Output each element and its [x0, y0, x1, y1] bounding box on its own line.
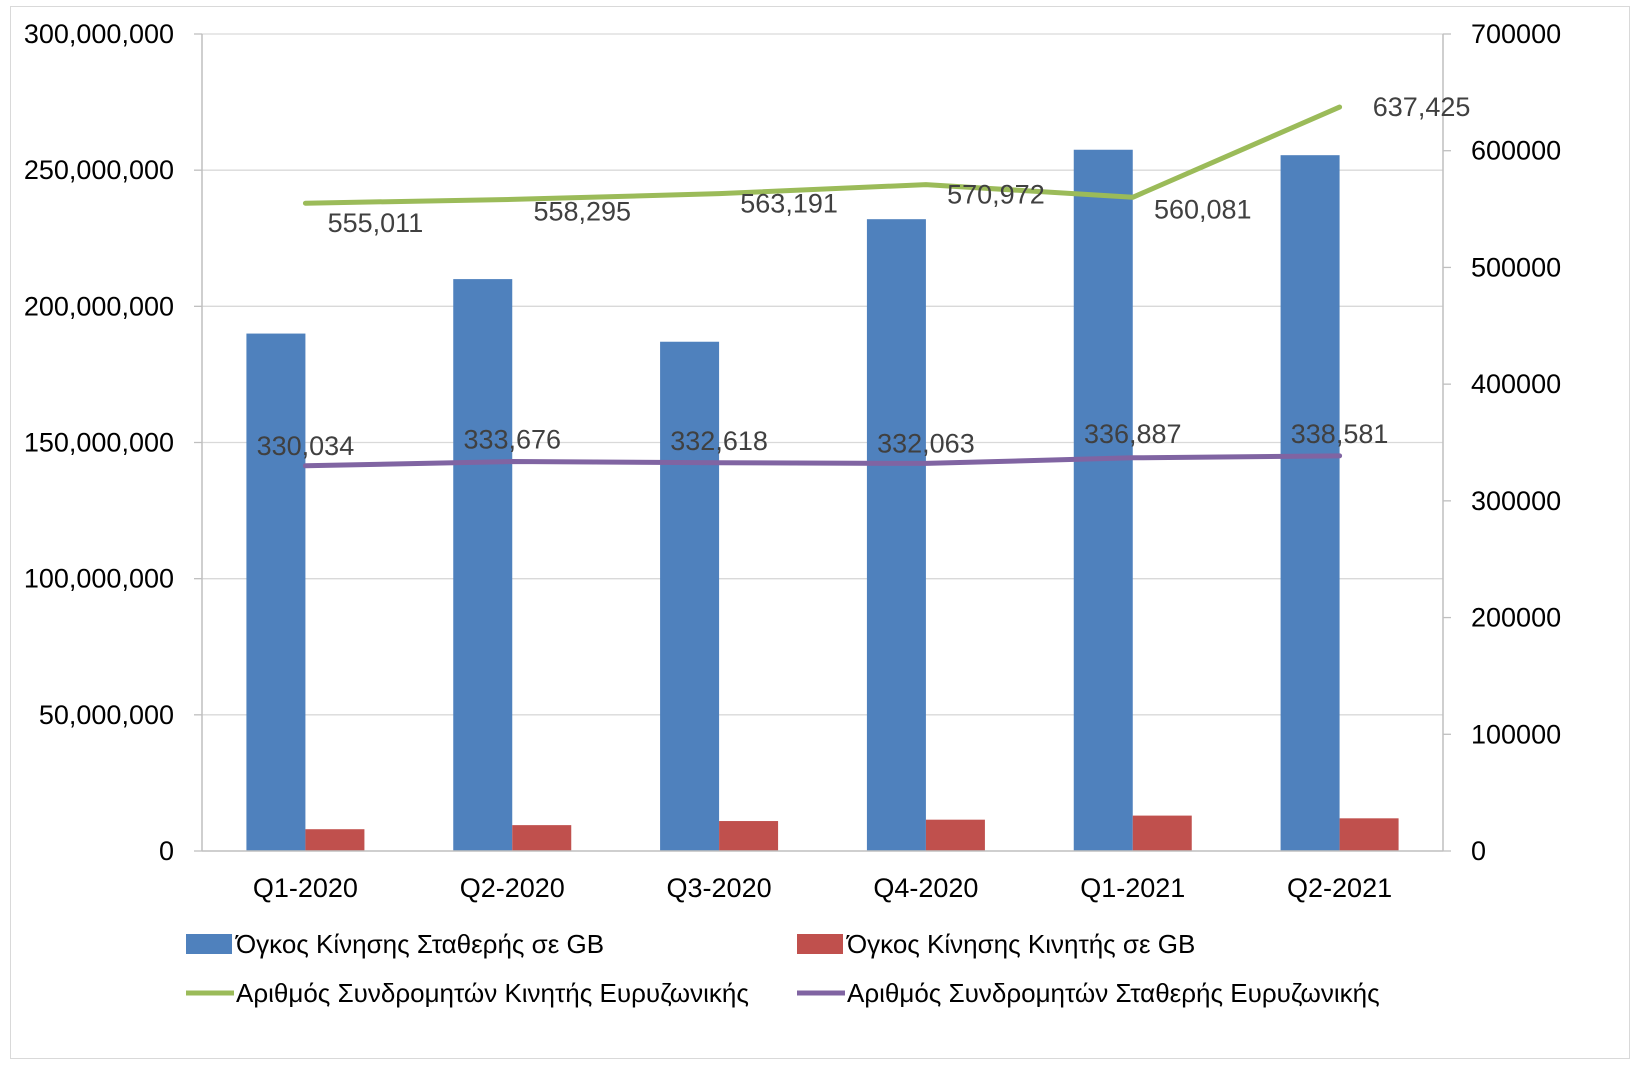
legend-label: Αριθμός Συνδρομητών Σταθερής Ευρυζωνικής [847, 978, 1380, 1008]
legend-label: Όγκος Κίνησης Σταθερής σε GB [235, 929, 604, 959]
bar [866, 219, 926, 852]
data-label: 558,295 [533, 196, 631, 226]
category-label: Q2-2020 [460, 873, 565, 903]
bars [246, 149, 1399, 852]
right-tick-label: 200000 [1471, 603, 1561, 633]
legend-label: Όγκος Κίνησης Κινητής σε GB [846, 929, 1195, 959]
data-label: 555,011 [328, 208, 424, 238]
bar [453, 279, 513, 852]
data-label: 333,676 [463, 425, 561, 455]
data-label: 637,425 [1373, 92, 1471, 122]
data-label: 336,887 [1084, 419, 1182, 449]
bar [925, 819, 985, 851]
data-label: 332,618 [670, 426, 768, 456]
data-label: 563,191 [740, 189, 838, 219]
bar [246, 333, 306, 852]
bar [1339, 818, 1399, 851]
left-tick-label: 150,000,000 [24, 428, 174, 458]
right-tick-label: 100000 [1471, 719, 1561, 749]
gridlines [202, 33, 1443, 716]
bar [1073, 149, 1133, 851]
bar [719, 821, 779, 851]
left-tick-label: 50,000,000 [39, 700, 174, 730]
data-label: 570,972 [947, 180, 1045, 210]
axes: 0 50,000,000 100,000,000 150,000,000 200,000… [24, 19, 1561, 903]
left-tick-label: 0 [159, 836, 174, 866]
data-label: 560,081 [1154, 194, 1252, 224]
data-label: 332,063 [877, 428, 975, 458]
bar [305, 829, 365, 851]
data-label: 338,581 [1291, 419, 1389, 449]
left-tick-label: 250,000,000 [24, 155, 174, 185]
category-label: Q2-2021 [1287, 873, 1392, 903]
series-line [302, 453, 1343, 469]
left-tick-label: 300,000,000 [24, 19, 174, 49]
bar [1132, 815, 1192, 851]
bar [1280, 155, 1340, 851]
category-label: Q4-2020 [873, 873, 978, 903]
legend-swatch [186, 934, 232, 954]
category-label: Q3-2020 [667, 873, 772, 903]
bar [512, 825, 572, 851]
right-tick-label: 300000 [1471, 486, 1561, 516]
bar [660, 341, 720, 851]
series-line [302, 104, 1343, 206]
chart-frame [10, 6, 1630, 1059]
right-tick-label: 600000 [1471, 136, 1561, 166]
lines [302, 104, 1343, 469]
right-tick-label: 500000 [1471, 252, 1561, 282]
legend-swatch [797, 934, 843, 954]
legend: Όγκος Κίνησης Σταθερής σε GB Όγκος Κίνηση… [186, 929, 1380, 1008]
category-label: Q1-2021 [1080, 873, 1185, 903]
data-labels: 555,011 558,295 563,191 570,972 560,081 637,4… [257, 92, 1471, 461]
left-tick-label: 100,000,000 [24, 564, 174, 594]
left-tick-label: 200,000,000 [24, 291, 174, 321]
right-tick-label: 700000 [1471, 19, 1561, 49]
right-tick-label: 0 [1471, 836, 1486, 866]
legend-label: Αριθμός Συνδρομητών Κινητής Ευρυζωνικής [236, 978, 749, 1008]
data-label: 330,034 [257, 431, 355, 461]
category-label: Q1-2020 [253, 873, 358, 903]
right-tick-label: 400000 [1471, 369, 1561, 399]
